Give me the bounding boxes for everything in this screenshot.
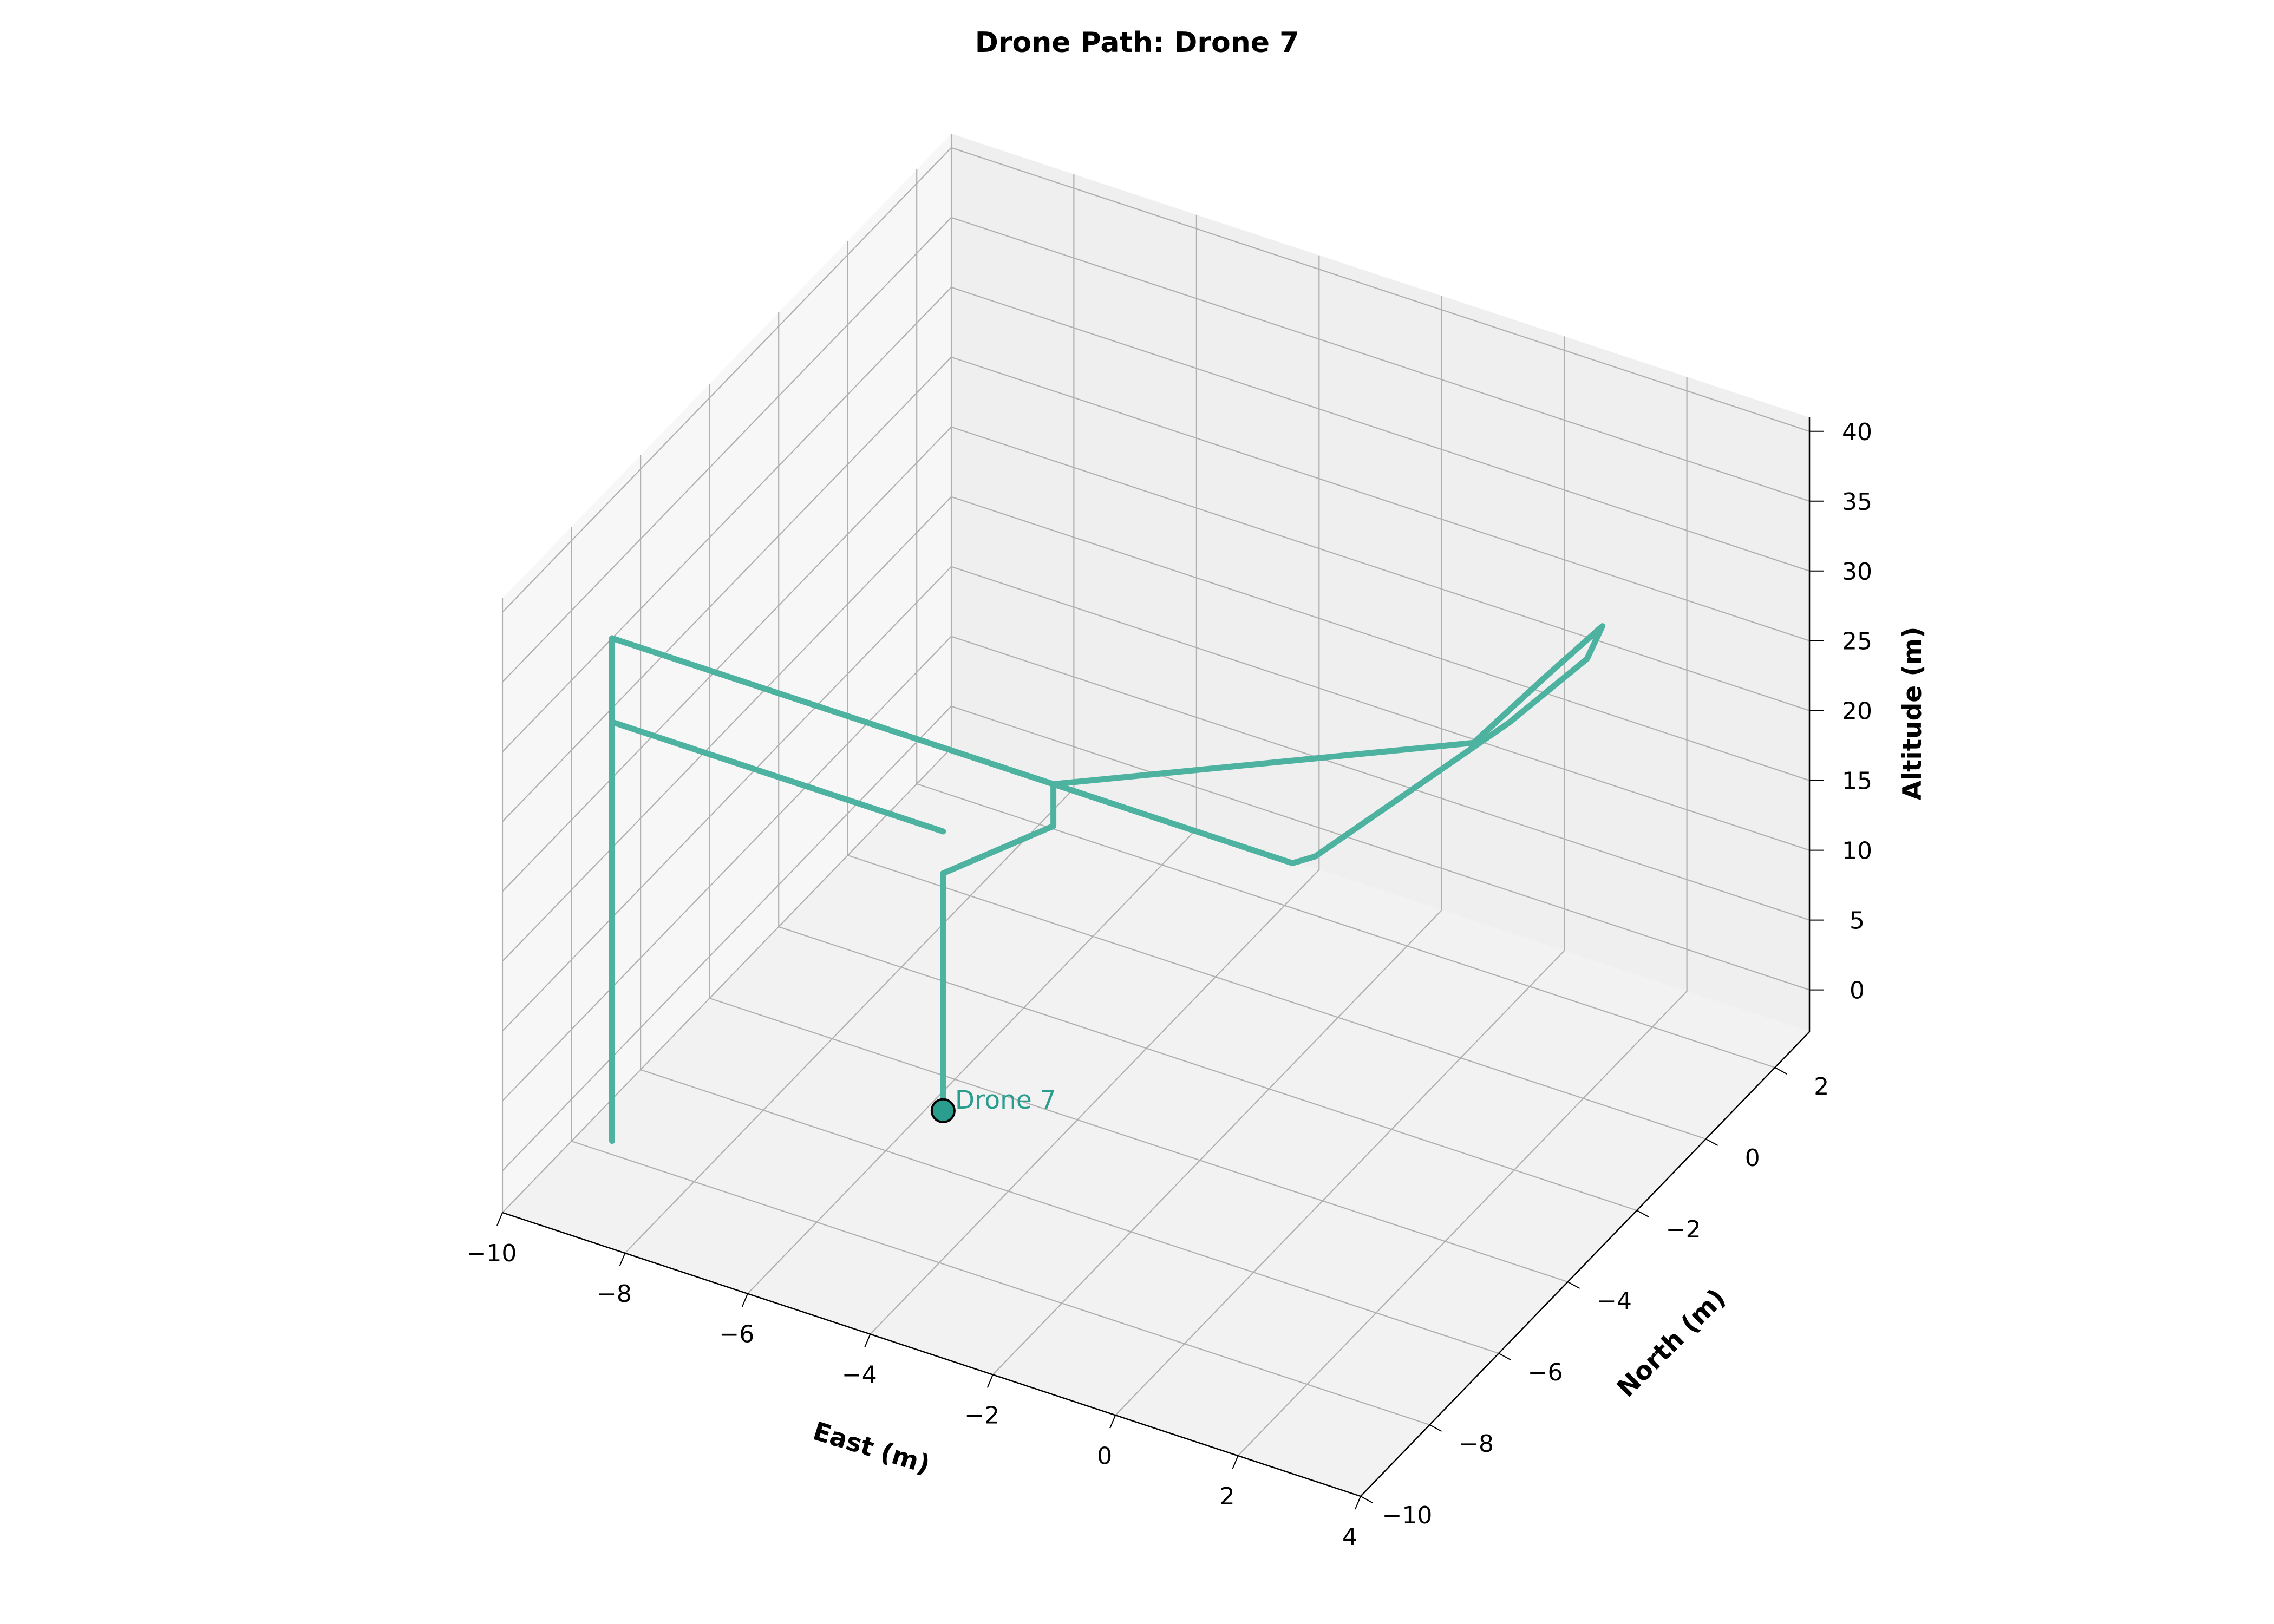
gridline-y (709, 384, 1568, 1283)
z-tick-label: 20 (1842, 698, 1872, 725)
gridline-y (639, 455, 1499, 1354)
gridline-y (778, 312, 1637, 1212)
tick-labels: −10−8−6−4−2024−10−8−6−4−2020510152025303… (467, 418, 1872, 1551)
floor-pane (502, 748, 1809, 1496)
x-tick (864, 1334, 871, 1347)
gridline-z (502, 636, 1810, 1102)
y-tick-label: −10 (1382, 1502, 1433, 1529)
y-tick (1360, 1496, 1373, 1503)
x-tick (1232, 1455, 1239, 1469)
z-tick-label: 30 (1842, 558, 1872, 586)
gridline-x (1237, 377, 1688, 1456)
x-tick-label: 4 (1342, 1523, 1357, 1551)
y-tick-label: 2 (1814, 1073, 1829, 1101)
z-tick-label: 0 (1850, 977, 1865, 1005)
z-axis-label: Altitude (m) (1898, 627, 1927, 801)
y-axis-line (1360, 1031, 1810, 1497)
y-tick (1706, 1138, 1718, 1146)
gridline-x (870, 255, 1320, 1335)
gridline-z (502, 286, 1810, 752)
gridline-y (916, 169, 1775, 1069)
marker-layer: Drone 7 (930, 1085, 1056, 1123)
y-tick (1774, 1067, 1787, 1075)
y-tick-label: 0 (1745, 1144, 1760, 1172)
gridline-x (1115, 336, 1565, 1416)
x-axis-label: East (m) (809, 1416, 933, 1480)
y-tick (1498, 1353, 1511, 1360)
y-tick-label: −2 (1666, 1216, 1701, 1243)
x-tick (496, 1212, 503, 1226)
z-tick-label: 15 (1842, 768, 1872, 795)
gridline-y (847, 241, 1707, 1140)
gridline-z (502, 147, 1810, 613)
drone-annotation: Drone 7 (955, 1085, 1056, 1115)
z-tick-label: 40 (1842, 418, 1872, 446)
x-tick-label: 2 (1220, 1483, 1235, 1510)
x-tick-label: −4 (842, 1361, 877, 1389)
x-tick-label: −2 (964, 1402, 999, 1429)
gridline-z (502, 566, 1810, 1032)
series-layer (609, 623, 1605, 1144)
x-tick (741, 1293, 748, 1307)
gridline-x (992, 296, 1442, 1376)
y-tick-label: −4 (1597, 1287, 1632, 1315)
z-tick-label: 5 (1850, 907, 1865, 935)
z-tick-label: 10 (1842, 837, 1872, 865)
x-tick-label: −10 (467, 1240, 517, 1267)
x-tick-label: −6 (719, 1321, 754, 1348)
y-tick-label: −6 (1528, 1359, 1563, 1386)
gridline-z (502, 356, 1810, 822)
gridline-y (571, 527, 1430, 1426)
z-tick-label: 25 (1842, 628, 1872, 656)
axis-lines (502, 417, 1811, 1497)
x-tick (619, 1253, 626, 1267)
y-tick-label: −8 (1459, 1430, 1494, 1458)
x-axis-line (502, 1212, 1361, 1497)
x-tick (1355, 1496, 1361, 1510)
gridline-z (502, 705, 1810, 1171)
chart-title: Drone Path: Drone 7 (975, 27, 1299, 59)
y-tick (1429, 1424, 1442, 1432)
y-tick (1567, 1281, 1580, 1289)
gridline-z (502, 496, 1810, 962)
tick-marks (496, 430, 1824, 1510)
x-tick-label: 0 (1097, 1442, 1112, 1470)
z-tick-label: 35 (1842, 488, 1872, 516)
x-tick (986, 1374, 994, 1388)
x-tick-label: −8 (597, 1280, 632, 1308)
x-tick (1109, 1415, 1116, 1429)
drone-marker (930, 1098, 956, 1123)
y-tick (1636, 1210, 1649, 1217)
gridline-z (502, 217, 1810, 683)
